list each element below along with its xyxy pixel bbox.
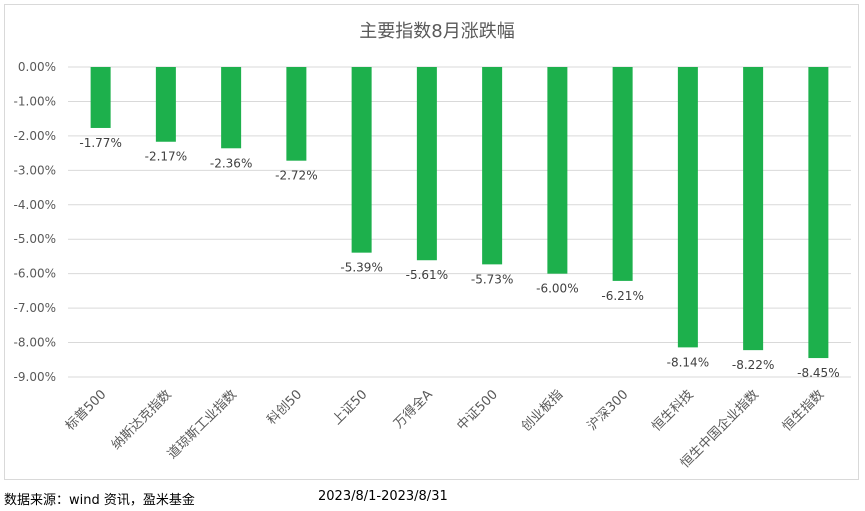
x-tick-label: 道琼斯工业指数 (165, 387, 240, 462)
data-label: -6.21% (601, 289, 643, 303)
bar (286, 67, 307, 161)
y-tick-label: -6.00% (14, 267, 56, 281)
data-label: -6.00% (536, 282, 578, 296)
bar (482, 67, 503, 265)
data-label: -8.22% (732, 358, 774, 372)
data-label: -2.36% (210, 156, 252, 170)
x-tick-label: 科创50 (265, 387, 306, 428)
data-label: -2.72% (275, 169, 317, 183)
data-label: -5.39% (340, 261, 382, 275)
y-tick-label: -4.00% (14, 198, 56, 212)
chart-title: 主要指数8月涨跌幅 (359, 21, 514, 42)
y-tick-label: -2.00% (14, 129, 56, 143)
x-tick-label: 中证500 (454, 387, 501, 434)
data-label: -8.45% (797, 366, 839, 380)
y-tick-label: -8.00% (14, 336, 56, 350)
y-tick-label: -3.00% (14, 163, 56, 177)
data-label: -8.14% (667, 355, 709, 369)
bar (416, 67, 437, 261)
x-tick-label: 标普500 (63, 387, 110, 434)
x-tick-label: 纳斯达克指数 (109, 387, 175, 453)
bar (351, 67, 372, 253)
bar (677, 67, 698, 348)
x-tick-label: 沪深300 (584, 387, 631, 434)
y-tick-label: -1.00% (14, 94, 56, 108)
bar (808, 67, 829, 359)
data-source-note: 数据来源：wind 资讯，盈米基金 (4, 493, 195, 508)
y-tick-label: 0.00% (18, 60, 56, 74)
y-tick-label: -7.00% (14, 301, 56, 315)
bar (547, 67, 568, 274)
bar (612, 67, 633, 281)
data-label: -1.77% (79, 136, 121, 150)
x-tick-label: 恒生科技 (649, 387, 696, 434)
bar (90, 67, 111, 128)
x-tick-label: 上证50 (330, 387, 371, 428)
x-tick-label: 创业板指 (519, 387, 566, 434)
x-tick-label: 万得全A (391, 386, 436, 431)
date-range-note: 2023/8/1-2023/8/31 (318, 489, 448, 504)
bar (221, 67, 242, 149)
data-label: -2.17% (145, 150, 187, 164)
y-tick-label: -9.00% (14, 370, 56, 384)
data-label: -5.61% (406, 268, 448, 282)
data-label: -5.73% (471, 272, 513, 286)
x-tick-label: 恒生指数 (780, 387, 827, 434)
bar (155, 67, 176, 142)
bar (743, 67, 764, 351)
chart-svg: 主要指数8月涨跌幅 0.00% -1.00% -2.00% -3.00% -4.00% -… (14, 21, 851, 471)
chart-frame: 主要指数8月涨跌幅 0.00% -1.00% -2.00% -3.00% -4.00% -… (4, 4, 859, 480)
y-tick-label: -5.00% (14, 232, 56, 246)
